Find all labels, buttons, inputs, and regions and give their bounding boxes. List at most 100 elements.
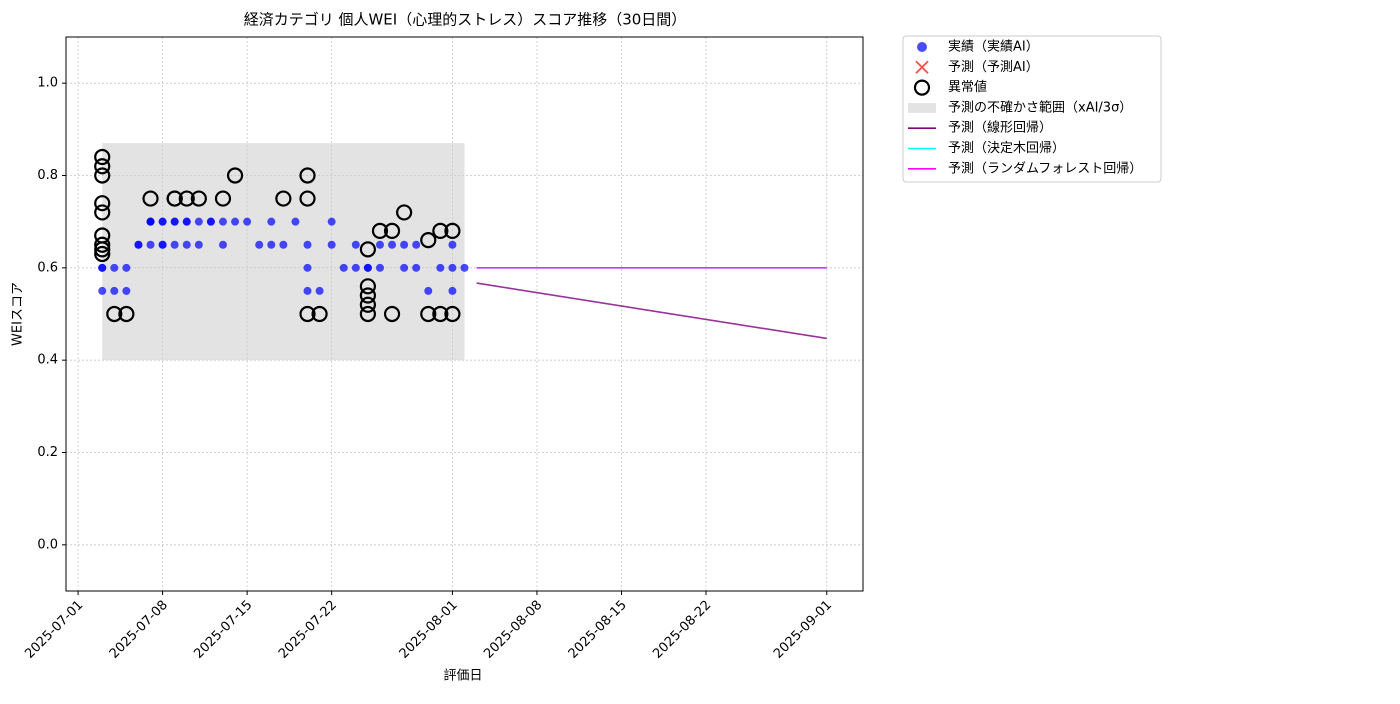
- point: [388, 240, 397, 249]
- point: [917, 42, 927, 52]
- point: [448, 286, 457, 295]
- data-layer: [94, 148, 827, 340]
- point: [363, 263, 372, 272]
- point: [460, 263, 469, 272]
- point: [122, 286, 131, 295]
- anomaly-point: [444, 222, 461, 239]
- anomaly-point: [432, 222, 449, 239]
- point: [412, 263, 421, 272]
- x-tick-label: 2025-08-08: [481, 598, 545, 662]
- anomaly-point: [359, 296, 376, 313]
- point: [110, 263, 119, 272]
- point: [351, 263, 360, 272]
- anomaly-point: [94, 148, 111, 166]
- point: [206, 217, 215, 226]
- anomaly-point: [359, 305, 376, 323]
- x-tick-label: 2025-07-22: [276, 598, 340, 662]
- anomaly-point: [275, 190, 292, 207]
- point: [146, 240, 155, 249]
- anomaly-point: [299, 190, 316, 207]
- point: [158, 217, 167, 226]
- anomaly-point: [359, 278, 376, 295]
- x-tick-label: 2025-07-15: [191, 598, 255, 662]
- point: [315, 286, 324, 295]
- point: [375, 263, 384, 272]
- anomaly-point: [913, 79, 931, 96]
- anomaly-point: [214, 190, 232, 207]
- anomaly-point: [359, 241, 376, 258]
- anomaly-point: [94, 195, 111, 212]
- anomaly-point: [142, 190, 159, 207]
- y-tick-label: 1.0: [37, 76, 58, 91]
- anomaly-point: [383, 305, 401, 323]
- point: [303, 286, 312, 295]
- point: [134, 240, 143, 249]
- grid-layer: [66, 37, 863, 591]
- legend-label: 予測の不確かさ範囲（xAI/3σ）: [948, 99, 1132, 115]
- anomaly-point: [396, 204, 413, 221]
- point: [448, 240, 457, 249]
- anomaly-point: [178, 190, 195, 207]
- anomaly-point: [432, 305, 449, 323]
- anomaly-point: [444, 305, 461, 323]
- point: [339, 263, 348, 272]
- y-tick-label: 0.0: [37, 537, 58, 552]
- y-tick-label: 0.6: [37, 260, 58, 275]
- point: [98, 286, 107, 295]
- point: [424, 286, 433, 295]
- anomaly-point: [226, 167, 244, 184]
- anomaly-point: [420, 232, 437, 249]
- point: [243, 217, 252, 226]
- point: [170, 217, 179, 226]
- point: [279, 240, 288, 249]
- point: [448, 263, 457, 272]
- point: [327, 240, 336, 249]
- legend-label: 予測（決定木回帰）: [948, 140, 1065, 156]
- anomaly-point: [299, 167, 316, 184]
- legend-label: 異常値: [948, 79, 987, 95]
- point: [182, 240, 191, 249]
- chart-title: 経済カテゴリ 個人WEI（心理的ストレス）スコア推移（30日間）: [244, 11, 687, 29]
- point: [291, 217, 300, 226]
- anomaly-point: [94, 245, 111, 263]
- point: [303, 263, 312, 272]
- point: [98, 263, 107, 272]
- y-tick-label: 0.2: [37, 445, 58, 460]
- legend-swatch: [908, 102, 936, 113]
- point: [110, 286, 119, 295]
- y-tick-label: 0.8: [37, 168, 58, 183]
- y-tick-label: 0.4: [37, 353, 58, 368]
- legend: [902, 35, 1162, 183]
- point: [122, 263, 131, 272]
- anomaly-point: [299, 305, 316, 323]
- point: [170, 240, 179, 249]
- point: [351, 240, 360, 249]
- anomaly-point: [94, 236, 111, 253]
- x-tick-label: 2025-08-15: [566, 598, 630, 662]
- anomaly-point: [311, 305, 328, 323]
- point: [267, 217, 276, 226]
- point: [375, 240, 384, 249]
- legend-label: 予測（予測AI）: [948, 60, 1039, 75]
- point: [436, 263, 445, 272]
- anomaly-point: [420, 305, 437, 323]
- anomaly-point: [359, 287, 376, 304]
- point: [146, 217, 155, 226]
- point: [412, 240, 421, 249]
- anomaly-point: [94, 167, 111, 184]
- x-axis-label: 評価日: [443, 669, 482, 684]
- point: [194, 217, 203, 226]
- point: [303, 240, 312, 249]
- anomaly-point: [94, 241, 111, 258]
- point: [255, 240, 264, 249]
- point: [231, 217, 240, 226]
- plot-frame: [65, 36, 864, 592]
- anomaly-point: [190, 190, 207, 207]
- x-tick-label: 2025-09-01: [771, 598, 835, 662]
- point: [218, 217, 227, 226]
- x-tick-label: 2025-07-08: [107, 598, 171, 662]
- legend-label: 予測（ランダムフォレスト回帰）: [948, 160, 1142, 176]
- x-tick-label: 2025-08-01: [397, 598, 461, 662]
- point: [182, 217, 191, 226]
